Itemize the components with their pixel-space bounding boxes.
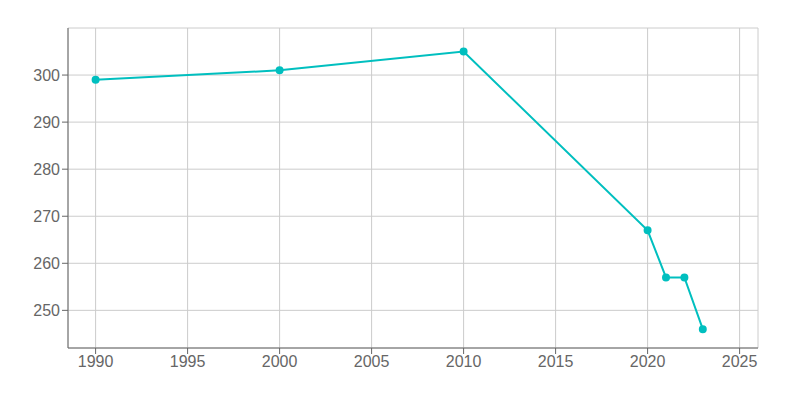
svg-text:2015: 2015	[538, 353, 574, 370]
svg-text:2005: 2005	[354, 353, 390, 370]
svg-text:2010: 2010	[446, 353, 482, 370]
svg-text:280: 280	[33, 161, 60, 178]
svg-text:1990: 1990	[78, 353, 114, 370]
svg-text:260: 260	[33, 255, 60, 272]
svg-text:1995: 1995	[170, 353, 206, 370]
svg-text:300: 300	[33, 67, 60, 84]
svg-text:290: 290	[33, 114, 60, 131]
svg-text:2025: 2025	[722, 353, 758, 370]
svg-text:2000: 2000	[262, 353, 298, 370]
svg-text:250: 250	[33, 302, 60, 319]
svg-text:2020: 2020	[630, 353, 666, 370]
svg-text:270: 270	[33, 208, 60, 225]
